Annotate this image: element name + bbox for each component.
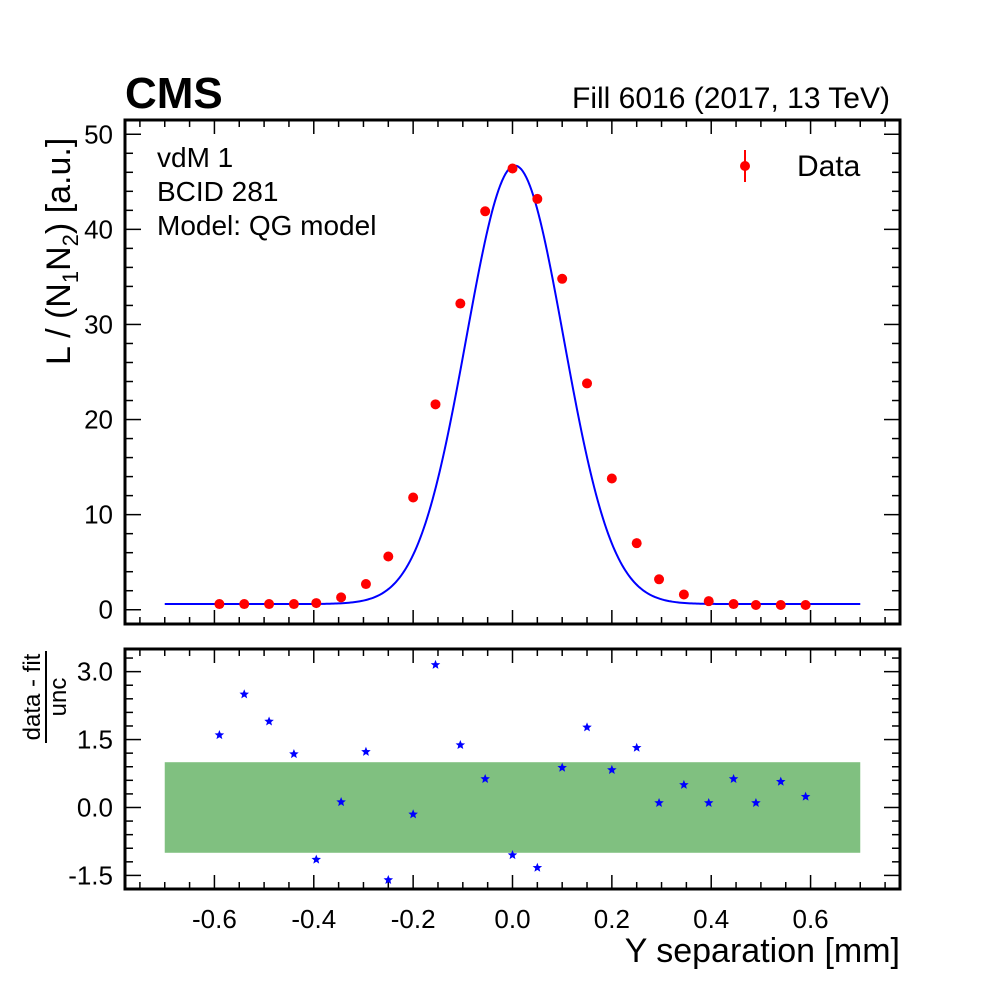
residual-point: [751, 797, 761, 808]
experiment-label: CMS: [125, 69, 223, 118]
residual-point: [703, 797, 714, 808]
data-point: [288, 599, 299, 610]
residual-point: [264, 716, 274, 726]
data-point: [678, 589, 689, 600]
y-tick-label: 20: [84, 405, 113, 435]
data-point: [264, 599, 275, 610]
data-point: [557, 273, 568, 284]
data-point: [480, 206, 491, 217]
residual-panel: -1.5 0.0 1.5 3.0 -0.6 -0.4 -0.2 0.0 0.2 0.4 0.6: [68, 647, 902, 934]
residual-point: [311, 854, 322, 864]
data-point: [606, 473, 617, 484]
data-point: [430, 399, 441, 410]
uncertainty-band: [164, 762, 861, 853]
data-point: [532, 193, 543, 204]
x-tick-label: -0.2: [391, 904, 436, 934]
residual-ylabel: data - fit unc: [19, 651, 72, 743]
main-frame: [123, 118, 902, 626]
data-point: [703, 596, 714, 607]
y-tick-label: 0.0: [77, 792, 113, 822]
residual-point: [383, 874, 394, 884]
residual-point: [607, 764, 617, 774]
residual-point: [430, 659, 441, 669]
residual-ylabel-denominator: unc: [45, 678, 72, 717]
annotation-model: Model: QG model: [157, 210, 376, 241]
data-point: [800, 599, 811, 610]
annotation-scan: vdM 1: [157, 142, 233, 173]
x-tick-label: 0.0: [494, 904, 530, 934]
residual-point: [239, 689, 249, 699]
residual-point: [800, 791, 811, 801]
data-point: [631, 538, 642, 549]
data-point: [582, 378, 593, 389]
residual-point: [289, 749, 299, 759]
data-point: [654, 574, 665, 585]
y-tick-label: 50: [84, 119, 113, 149]
data-point: [728, 599, 739, 610]
main-ylabel: L / (N1N2) [a.u.]: [40, 138, 83, 365]
xlabel: Y separation [mm]: [625, 932, 900, 970]
y-tick-label: 0: [99, 595, 113, 625]
residual-point: [214, 730, 225, 740]
residual-point: [776, 776, 786, 786]
residual-point: [654, 797, 664, 808]
fill-label: Fill 6016 (2017, 13 TeV): [572, 82, 890, 115]
data-point: [336, 592, 347, 603]
residual-point: [582, 722, 592, 732]
data-point: [360, 579, 371, 590]
legend-label: Data: [797, 150, 861, 183]
y-tick-label: -1.5: [68, 860, 113, 890]
y-tick-label: 3.0: [77, 657, 113, 687]
main-panel: 0 10 20 30 40 50: [84, 118, 902, 626]
data-point: [455, 298, 466, 309]
x-tick-label: 0.2: [594, 904, 630, 934]
residual-point: [557, 762, 567, 772]
data-point: [214, 599, 225, 610]
data-point: [775, 599, 786, 610]
annotation-bcid: BCID 281: [157, 176, 278, 207]
data-point: [383, 551, 394, 562]
data-point: [750, 599, 761, 610]
y-tick-label: 10: [84, 500, 113, 530]
residual-point: [532, 862, 543, 872]
x-tick-label: -0.4: [291, 904, 336, 934]
data-point: [239, 599, 250, 610]
residual-ylabel-numerator: data - fit: [19, 653, 46, 740]
y-tick-label: 30: [84, 309, 113, 339]
residual-point: [455, 740, 466, 750]
data-point: [311, 598, 322, 609]
residual-point: [361, 746, 371, 756]
residual-point: [679, 779, 689, 789]
y-tick-label: 1.5: [77, 725, 113, 755]
x-tick-label: 0.4: [693, 904, 729, 934]
residual-point: [728, 773, 739, 784]
x-tick-label: -0.6: [192, 904, 237, 934]
residual-point: [480, 773, 490, 784]
residual-point: [336, 797, 346, 807]
x-tick-label: 0.6: [792, 904, 828, 934]
residual-frame: [123, 647, 902, 891]
residual-point: [631, 742, 642, 752]
data-point: [507, 163, 518, 174]
residual-point: [408, 809, 418, 819]
residual-point: [507, 850, 518, 860]
y-tick-label: 40: [84, 214, 113, 244]
legend-marker: [740, 161, 750, 171]
data-point: [408, 492, 419, 503]
legend: Data: [740, 150, 861, 183]
